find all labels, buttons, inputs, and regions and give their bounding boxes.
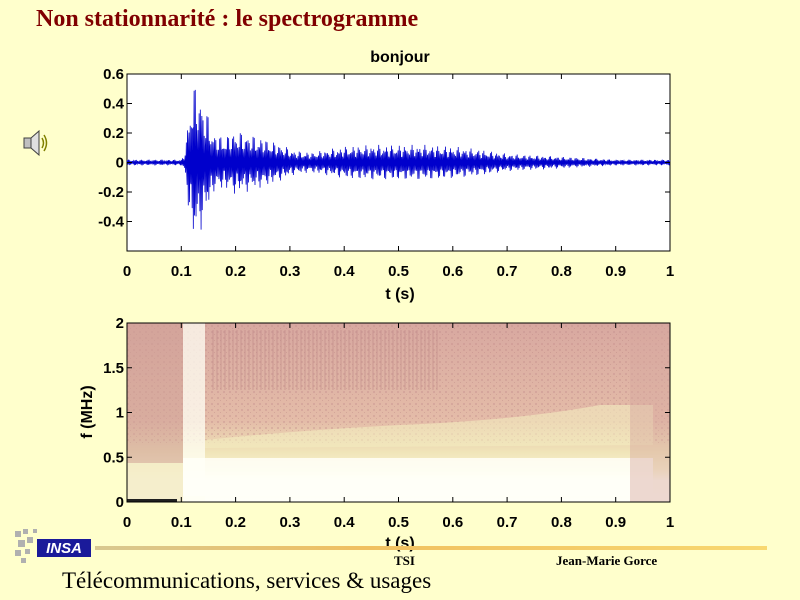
spectrogram-xtick-label: 0.2: [225, 514, 246, 531]
spectrogram-ytick-label: 0: [116, 494, 124, 511]
spectrogram-ytick-label: 1: [116, 405, 124, 422]
waveform-ytick-label: 0.4: [103, 96, 125, 113]
spectrogram-xtick-label: 0.6: [442, 514, 463, 531]
spectrogram-xtick-label: 0.9: [605, 514, 626, 531]
spectrogram-xtick-label: 0.8: [551, 514, 572, 531]
waveform-xtick-label: 0.1: [171, 263, 192, 280]
spectrogram-plot: 21.510.50 0 0.1 0.2 0.3 0.4 0.5 0.6 0.7 0.8 0.9 1 …: [79, 315, 674, 552]
waveform-line: [126, 89, 671, 230]
waveform-ytick-label: -0.4: [98, 214, 125, 231]
spectrogram-xtick-label: 0.7: [497, 514, 518, 531]
spectrogram-xtick-label: 0.3: [279, 514, 300, 531]
waveform-xtick-label: 0.3: [279, 263, 300, 280]
spectrogram-ytick-label: 0.5: [103, 449, 124, 466]
insa-logo: INSA: [15, 529, 91, 563]
spectrogram-image: [127, 323, 670, 502]
spectrogram-xtick-label: 1: [666, 514, 674, 531]
spectrogram-xtick-label: 0.5: [388, 514, 409, 531]
waveform-xtick-label: 1: [666, 263, 674, 280]
waveform-plot: bonjour 0.6 0.4 0.2 0 -0.2 -0.4 0 0.1 0.2 0.3 0.4…: [98, 49, 674, 303]
footer-author: Jean-Marie Gorce: [556, 553, 658, 568]
waveform-title: bonjour: [370, 49, 430, 66]
waveform-ytick-label: -0.2: [98, 184, 124, 201]
spectrogram-xtick-label: 0.1: [171, 514, 192, 531]
waveform-xtick-label: 0.2: [225, 263, 246, 280]
waveform-xtick-label: 0.9: [605, 263, 626, 280]
speaker-icon[interactable]: [20, 128, 50, 158]
logo-text: INSA: [46, 540, 82, 557]
waveform-xtick-label: 0: [123, 263, 131, 280]
spectrogram-xtick-label: 0.4: [334, 514, 356, 531]
waveform-ytick-label: 0: [116, 155, 124, 172]
spectrogram-ytick-label: 1.5: [103, 360, 124, 377]
waveform-xtick-label: 0.4: [334, 263, 356, 280]
waveform-xtick-label: 0.6: [442, 263, 463, 280]
footer-center: TSI: [394, 553, 415, 568]
slide-title: Non stationnarité : le spectrogramme: [36, 6, 419, 32]
spectrogram-xtick-label: 0: [123, 514, 131, 531]
waveform-ytick-label: 0.2: [103, 125, 124, 142]
spectrogram-ylabel: f (MHz): [79, 385, 96, 438]
footer-subtitle: Télécommunications, services & usages: [62, 568, 432, 593]
waveform-ytick-label: 0.6: [103, 66, 124, 83]
waveform-xtick-label: 0.7: [497, 263, 518, 280]
spectrogram-ytick-label: 2: [116, 315, 124, 332]
waveform-xlabel: t (s): [385, 286, 414, 303]
waveform-xtick-label: 0.8: [551, 263, 572, 280]
waveform-xtick-label: 0.5: [388, 263, 409, 280]
footer-divider: [95, 546, 767, 550]
